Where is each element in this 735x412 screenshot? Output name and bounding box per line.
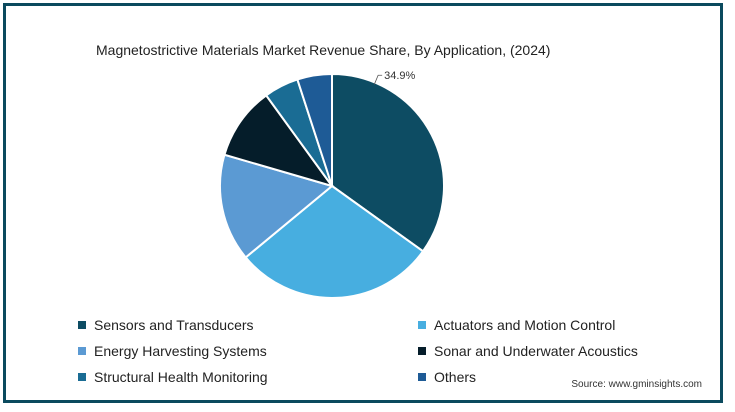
legend-swatch	[418, 346, 426, 355]
data-label-leader-line	[373, 74, 383, 85]
legend-item-sensors-and-transducers: Sensors and Transducers	[78, 315, 418, 334]
pie-chart: 34.9%	[219, 70, 445, 299]
pie-slice-sensors-and-transducers	[331, 72, 445, 253]
legend-swatch	[418, 320, 426, 329]
legend-swatch	[78, 320, 86, 329]
legend: Sensors and Transducers Actuators and Mo…	[78, 315, 678, 386]
legend-label: Others	[434, 368, 477, 385]
data-label-sensors-and-transducers: 34.9%	[384, 70, 415, 82]
legend-label: Sensors and Transducers	[94, 316, 254, 333]
chart-frame: Magnetostrictive Materials Market Revenu…	[3, 3, 723, 403]
legend-label: Actuators and Motion Control	[434, 316, 616, 333]
legend-label: Sonar and Underwater Acoustics	[434, 342, 638, 359]
source-note: Source: www.gminsights.com	[571, 379, 702, 390]
chart-title: Magnetostrictive Materials Market Revenu…	[96, 42, 551, 58]
pie-slice-energy-harvesting-systems	[219, 153, 335, 259]
legend-item-others: Others	[418, 367, 678, 386]
legend-item-actuators-and-motion-control: Actuators and Motion Control	[418, 315, 678, 334]
legend-label: Energy Harvesting Systems	[94, 342, 267, 359]
pie-slice-actuators-and-motion-control	[244, 184, 425, 299]
legend-item-energy-harvesting-systems: Energy Harvesting Systems	[78, 341, 418, 360]
legend-swatch	[78, 372, 86, 381]
legend-swatch	[78, 346, 86, 355]
legend-label: Structural Health Monitoring	[94, 368, 268, 385]
legend-item-structural-health-monitoring: Structural Health Monitoring	[78, 367, 418, 386]
legend-item-sonar-and-underwater-acoustics: Sonar and Underwater Acoustics	[418, 341, 678, 360]
pie-slice-sonar-and-underwater-acoustics	[223, 93, 335, 188]
legend-swatch	[418, 372, 426, 381]
pie-slice-others	[296, 72, 333, 187]
